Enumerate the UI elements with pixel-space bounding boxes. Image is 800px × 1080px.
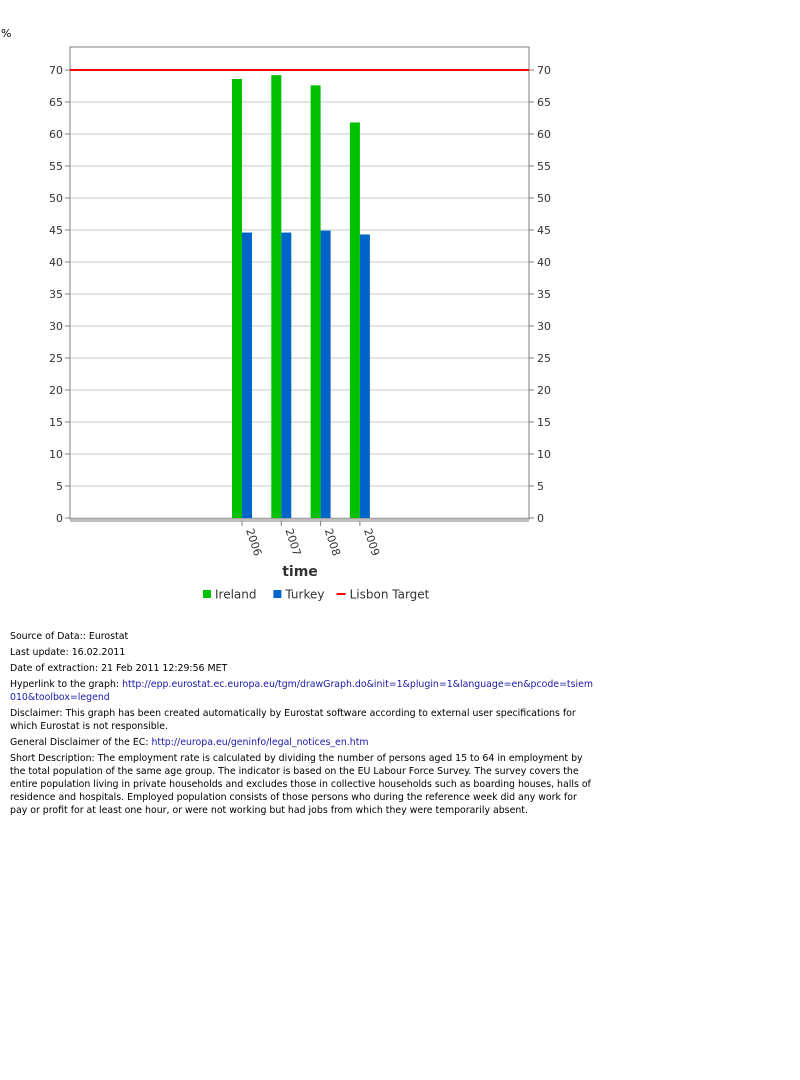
bar-ireland-2009	[349, 122, 360, 518]
legend: Ireland Turkey Lisbon Target	[203, 588, 430, 602]
bar-turkey-2008	[320, 230, 331, 518]
y-unit-label: %	[1, 27, 11, 40]
x-tick-label: 2006	[243, 527, 264, 558]
disclaimer-line: Disclaimer: This graph has been created …	[10, 707, 595, 733]
chart: % 0 5 10 15 20 25 30 35 40 45 50 55 60 65 70 0 5 10 15 20 2…	[1, 27, 551, 602]
bar-ireland-2008	[310, 85, 321, 519]
extraction-line: Date of extraction: 21 Feb 2011 12:29:56…	[10, 662, 595, 675]
update-value: 16.02.2011	[71, 647, 126, 658]
y-tick-label-right: 45	[537, 224, 551, 237]
general-disclaimer-link[interactable]: http://europa.eu/geninfo/legal_notices_e…	[151, 737, 369, 748]
x-tick-label: 2008	[322, 527, 343, 558]
y-tick-label: 60	[49, 128, 63, 141]
x-tick-label: 2007	[282, 527, 303, 558]
bar-ireland-2007	[271, 75, 282, 519]
legend-label-turkey: Turkey	[284, 588, 324, 602]
bar-turkey-2007	[281, 232, 292, 518]
legend-label-ireland: Ireland	[215, 588, 257, 602]
y-tick-label-right: 25	[537, 352, 551, 365]
y-tick-label-right: 70	[537, 64, 551, 77]
y-tick-label: 40	[49, 256, 63, 269]
y-tick-label-right: 40	[537, 256, 551, 269]
y-tick-label: 70	[49, 64, 63, 77]
bar-ireland-2006	[232, 78, 242, 519]
bar-turkey-2006	[242, 232, 252, 518]
hyperlink-line: Hyperlink to the graph: http://epp.euros…	[10, 678, 595, 704]
source-value: Eurostat	[88, 631, 129, 642]
info-panel: Source of Data:: Eurostat Last update: 1…	[10, 630, 595, 820]
y-tick-label: 20	[49, 384, 63, 397]
y-tick-label: 55	[49, 160, 63, 173]
y-tick-label-right: 50	[537, 192, 551, 205]
general-disclaimer-label: General Disclaimer of the EC:	[10, 737, 149, 748]
y-tick-label: 45	[49, 224, 63, 237]
legend-swatch-turkey	[273, 590, 282, 598]
y-tick-label-right: 5	[537, 480, 544, 493]
x-axis-title: time	[282, 564, 318, 580]
y-tick-label: 0	[56, 512, 63, 525]
plot-area-frame	[69, 46, 530, 520]
y-tick-label: 15	[49, 416, 63, 429]
grid	[70, 69, 529, 519]
bars	[232, 75, 370, 519]
general-disclaimer-line: General Disclaimer of the EC: http://eur…	[10, 736, 595, 749]
disclaimer-text: This graph has been created automaticall…	[10, 708, 576, 732]
y-tick-label-right: 0	[537, 512, 544, 525]
short-description-line: Short Description: The employment rate i…	[10, 752, 595, 817]
x-tick-label: 2009	[361, 527, 382, 558]
y-tick-label-right: 15	[537, 416, 551, 429]
y-tick-label-right: 35	[537, 288, 551, 301]
y-tick-label: 50	[49, 192, 63, 205]
x-axis-ticks: 2006 2007 2008 2009	[241, 521, 382, 558]
legend-label-target: Lisbon Target	[350, 588, 430, 602]
y-tick-label-right: 20	[537, 384, 551, 397]
update-line: Last update: 16.02.2011	[10, 646, 595, 659]
bar-turkey-2009	[359, 234, 370, 519]
y-tick-label-right: 65	[537, 96, 551, 109]
source-line: Source of Data:: Eurostat	[10, 630, 595, 643]
source-label: Source of Data::	[10, 631, 86, 642]
hyperlink-label: Hyperlink to the graph:	[10, 679, 120, 690]
y-tick-label-right: 10	[537, 448, 551, 461]
y-tick-label: 25	[49, 352, 63, 365]
y-axis-right: 0 5 10 15 20 25 30 35 40 45 50 55 60 65 70	[529, 64, 551, 525]
disclaimer-label: Disclaimer:	[10, 708, 63, 719]
legend-swatch-ireland	[203, 590, 211, 598]
y-tick-label-right: 55	[537, 160, 551, 173]
graph-hyperlink[interactable]: http://epp.eurostat.ec.europa.eu/tgm/dra…	[10, 679, 593, 703]
y-tick-label: 10	[49, 448, 63, 461]
y-tick-label-right: 30	[537, 320, 551, 333]
extraction-value: 21 Feb 2011 12:29:56 MET	[101, 663, 228, 674]
y-tick-label: 30	[49, 320, 63, 333]
short-description-label: Short Description:	[10, 753, 95, 764]
y-tick-label: 35	[49, 288, 63, 301]
short-description-text: The employment rate is calculated by div…	[10, 753, 591, 816]
y-tick-label: 5	[56, 480, 63, 493]
y-axis-left: 0 5 10 15 20 25 30 35 40 45 50 55 60 65 70	[49, 64, 70, 525]
y-tick-label: 65	[49, 96, 63, 109]
extraction-label: Date of extraction:	[10, 663, 99, 674]
update-label: Last update:	[10, 647, 69, 658]
y-tick-label-right: 60	[537, 128, 551, 141]
